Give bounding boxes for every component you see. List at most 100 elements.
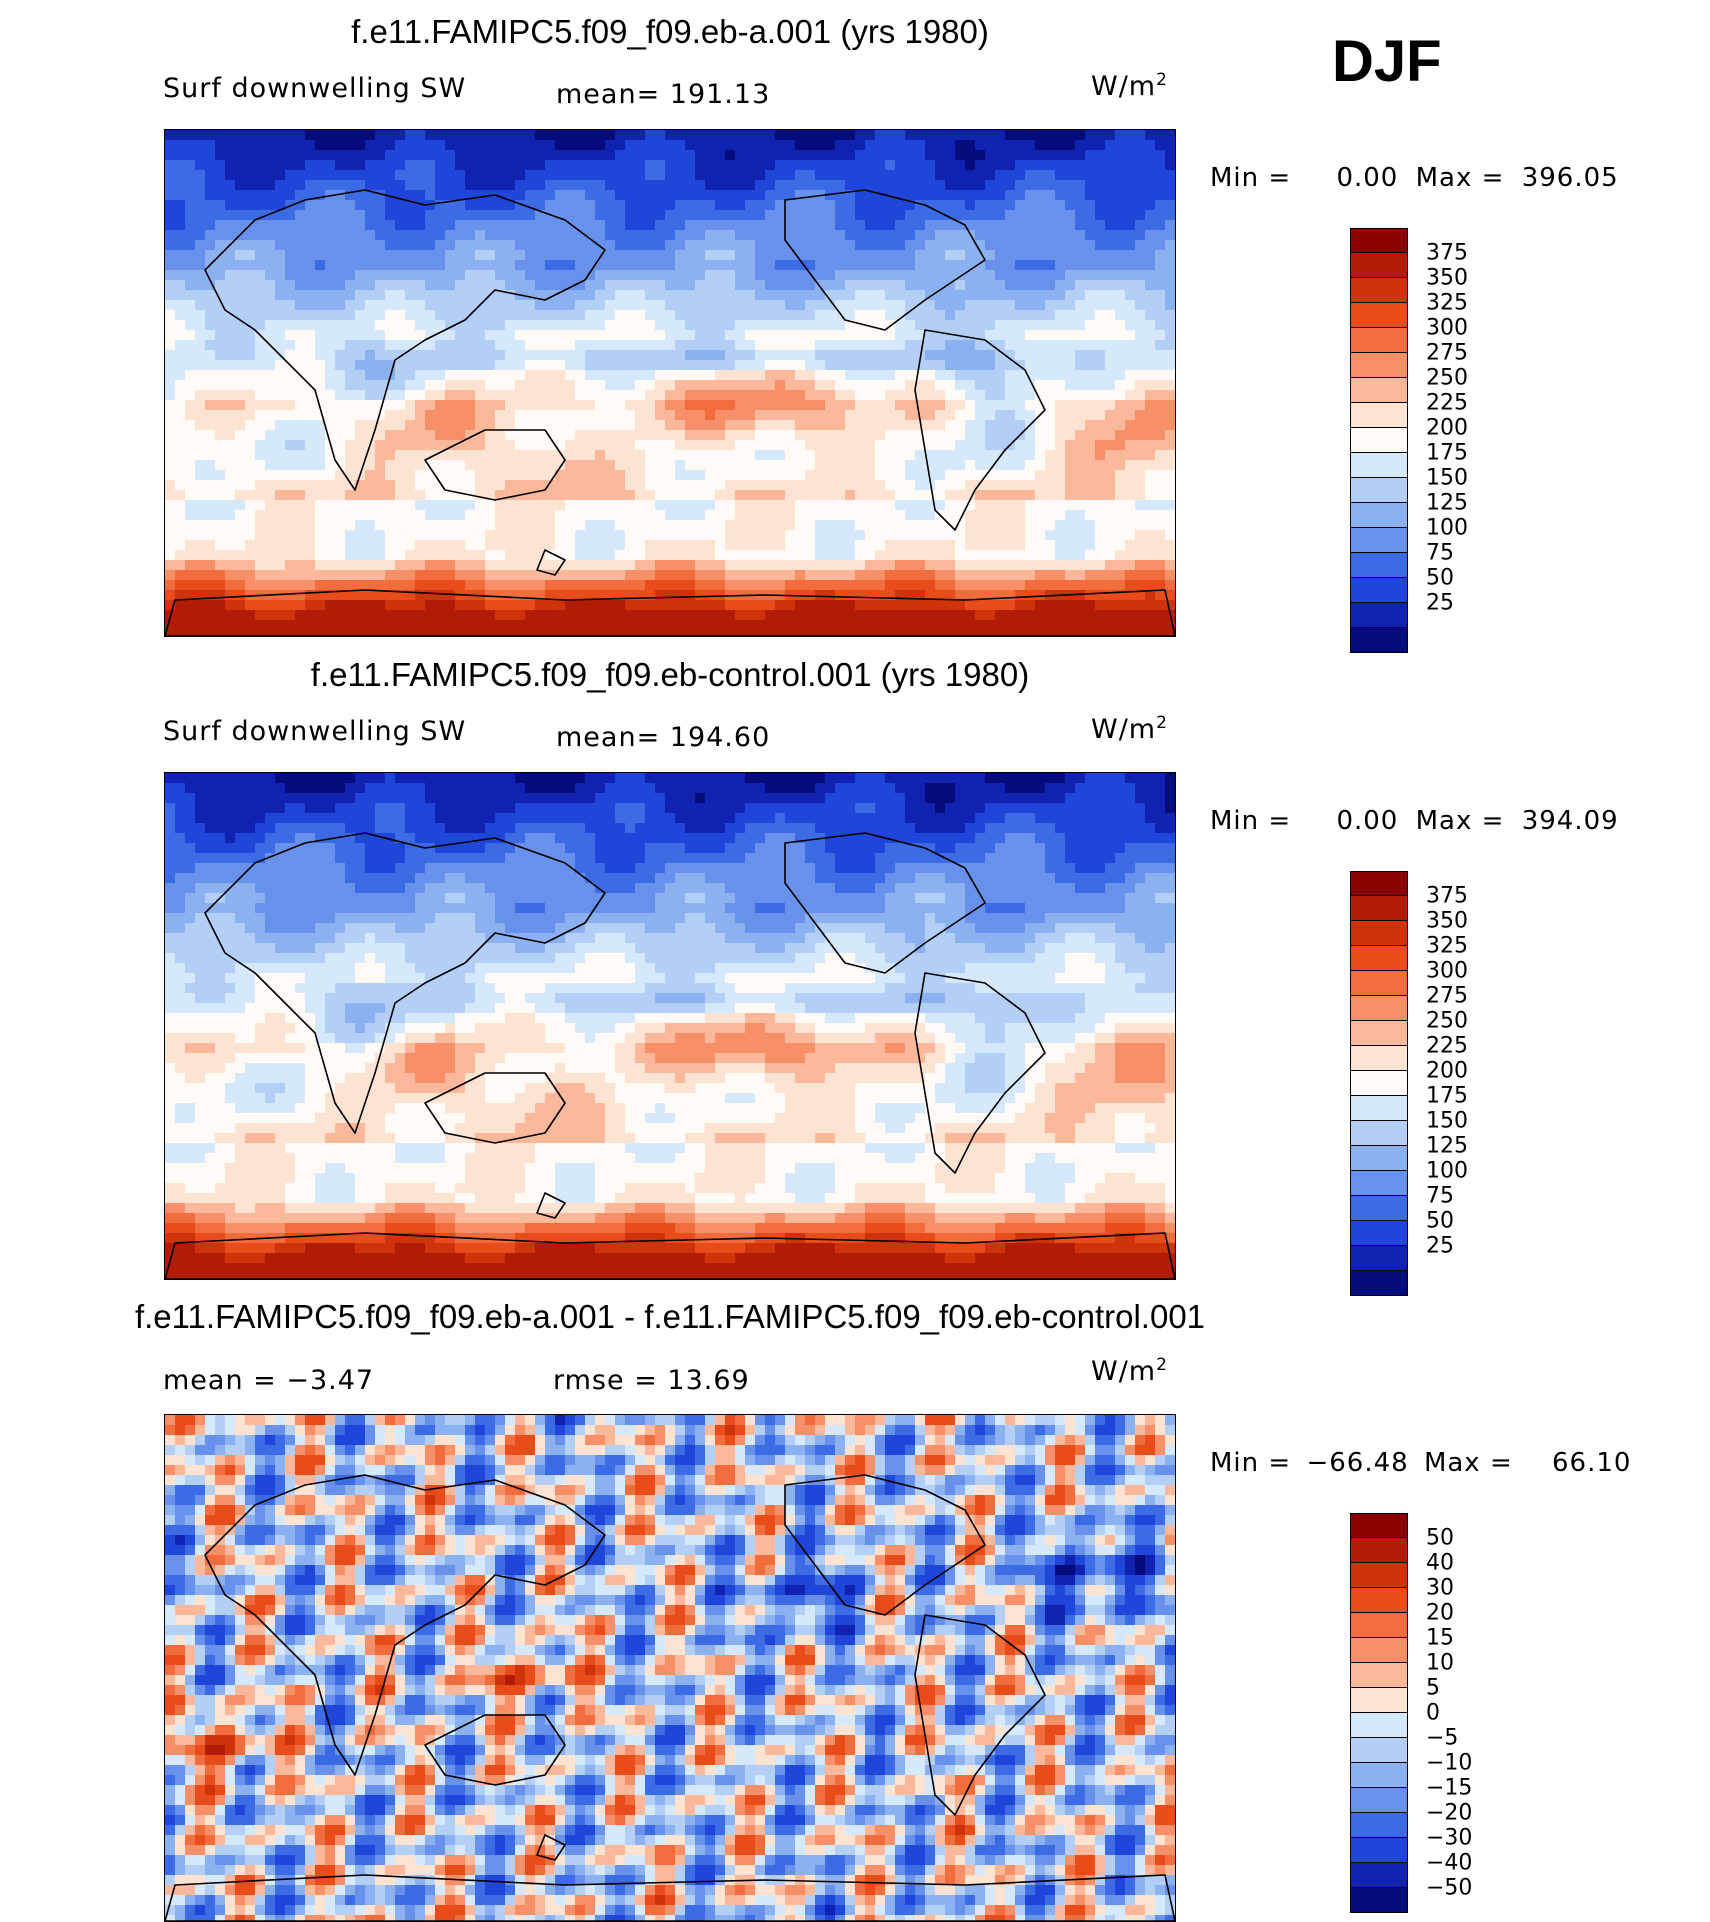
colorbar-tick-label: 350 — [1426, 908, 1468, 934]
colorbar-swatch — [1350, 353, 1408, 378]
colorbar-tick-label: −30 — [1426, 1825, 1473, 1851]
colorbar-swatch — [1350, 503, 1408, 528]
coastline — [536, 1834, 566, 1861]
colorbar-swatch — [1350, 1588, 1408, 1613]
colorbar-swatch — [1350, 1221, 1408, 1246]
panel-3-title: f.e11.FAMIPC5.f09_f09.eb-a.001 - f.e11.F… — [134, 1298, 1206, 1335]
colorbar-tick-label: 100 — [1426, 515, 1468, 541]
colorbar-swatch — [1350, 1271, 1408, 1296]
coastline — [165, 1232, 1175, 1279]
coastline — [204, 1474, 606, 1776]
season-label: DJF — [1332, 29, 1442, 94]
panel-1-unit-label: W/m2 — [1091, 70, 1168, 102]
colorbar-tick-label: 0 — [1426, 1700, 1440, 1726]
panel-2-min-max: Min = 0.00 Max = 394.09 — [1210, 806, 1619, 836]
colorbar-swatch — [1350, 1638, 1408, 1663]
coastline — [536, 549, 566, 576]
panel-3-min-max: Min = −66.48 Max = 66.10 — [1210, 1448, 1631, 1478]
colorbar-swatch — [1350, 1196, 1408, 1221]
colorbar-swatch — [1350, 1071, 1408, 1096]
colorbar-tick-label: 200 — [1426, 1058, 1468, 1084]
colorbar-tick-label: 10 — [1426, 1650, 1454, 1676]
colorbar-tick-label: −50 — [1426, 1875, 1473, 1901]
colorbar-tick-label: 275 — [1426, 983, 1468, 1009]
colorbar-tick-label: −10 — [1426, 1750, 1473, 1776]
colorbar-swatch — [1350, 1121, 1408, 1146]
colorbar-tick-label: 150 — [1426, 1108, 1468, 1134]
panel-2-mean-label: mean= 194.60 — [556, 722, 771, 753]
colorbar-tick-label: 15 — [1426, 1625, 1454, 1651]
colorbar-tick-label: 50 — [1426, 1525, 1454, 1551]
colorbar-swatch — [1350, 553, 1408, 578]
panel-2-max-label: Max = — [1415, 806, 1505, 836]
panel-2-map — [164, 772, 1176, 1280]
colorbar-tick-label: 5 — [1426, 1675, 1440, 1701]
colorbar-swatch — [1350, 1813, 1408, 1838]
colorbar-swatch — [1350, 1046, 1408, 1071]
colorbar-tick-label: 25 — [1426, 590, 1454, 616]
colorbar-tick-label: 125 — [1426, 1133, 1468, 1159]
colorbar-swatch — [1350, 996, 1408, 1021]
coastline — [424, 1072, 566, 1144]
panel-1-colorbar: 375 350 325 300 275 250 225 200 175 150 125 100 75 50… — [1350, 228, 1468, 653]
panel-1-min-max: Min = 0.00 Max = 396.05 — [1210, 163, 1619, 193]
colorbar-swatch — [1350, 528, 1408, 553]
colorbar-swatch — [1350, 328, 1408, 353]
panel-2-max-value: 394.09 — [1521, 806, 1619, 836]
colorbar-swatch — [1350, 946, 1408, 971]
panel-2-unit-label: W/m2 — [1091, 713, 1168, 745]
colorbar-swatch — [1350, 1863, 1408, 1888]
panel-3-map — [164, 1414, 1176, 1922]
colorbar-swatch — [1350, 1246, 1408, 1271]
panel-3-min-label: Min = — [1210, 1448, 1292, 1478]
colorbar-tick-label: 125 — [1426, 490, 1468, 516]
panel-3-mean-label: mean = −3.47 — [163, 1365, 375, 1396]
colorbar-tick-label: 300 — [1426, 958, 1468, 984]
colorbar-swatch — [1350, 896, 1408, 921]
coastline — [424, 429, 566, 501]
colorbar-tick-label: 325 — [1426, 933, 1468, 959]
colorbar-tick-label: 200 — [1426, 415, 1468, 441]
coastline — [204, 189, 606, 491]
panel-3-max-value: 66.10 — [1552, 1448, 1632, 1478]
colorbar-tick-label: 250 — [1426, 1008, 1468, 1034]
coastline — [536, 1192, 566, 1219]
colorbar-swatch — [1350, 228, 1408, 253]
colorbar-swatch — [1350, 1713, 1408, 1738]
colorbar-tick-label: −40 — [1426, 1850, 1473, 1876]
colorbar-swatch — [1350, 603, 1408, 628]
colorbar-swatch — [1350, 1788, 1408, 1813]
colorbar-swatch — [1350, 971, 1408, 996]
coastline — [914, 329, 1046, 531]
colorbar-tick-label: 375 — [1426, 240, 1468, 266]
colorbar-swatch — [1350, 1538, 1408, 1563]
colorbar-tick-label: 100 — [1426, 1158, 1468, 1184]
panel-1-min-label: Min = — [1210, 163, 1292, 193]
colorbar-tick-label: 175 — [1426, 440, 1468, 466]
colorbar-tick-label: 150 — [1426, 465, 1468, 491]
colorbar-tick-label: 30 — [1426, 1575, 1454, 1601]
colorbar-tick-label: 75 — [1426, 1183, 1454, 1209]
colorbar-swatch — [1350, 921, 1408, 946]
colorbar-tick-label: −20 — [1426, 1800, 1473, 1826]
colorbar-swatch — [1350, 453, 1408, 478]
colorbar-swatch — [1350, 1563, 1408, 1588]
colorbar-tick-label: 40 — [1426, 1550, 1454, 1576]
colorbar-swatch — [1350, 1513, 1408, 1538]
coastline — [784, 832, 986, 974]
panel-2-min-value: 0.00 — [1336, 806, 1399, 836]
colorbar-swatch — [1350, 278, 1408, 303]
colorbar-swatch — [1350, 628, 1408, 653]
colorbar-swatch — [1350, 578, 1408, 603]
colorbar-tick-label: 350 — [1426, 265, 1468, 291]
colorbar-swatch — [1350, 1096, 1408, 1121]
colorbar-swatch — [1350, 478, 1408, 503]
panel-2-variable-label: Surf downwelling SW — [163, 716, 467, 747]
colorbar-tick-label: 50 — [1426, 1208, 1454, 1234]
coastline — [914, 1614, 1046, 1816]
colorbar-tick-label: 275 — [1426, 340, 1468, 366]
coastline — [914, 972, 1046, 1174]
colorbar-swatch — [1350, 871, 1408, 896]
colorbar-tick-label: 225 — [1426, 1033, 1468, 1059]
panel-3-max-label: Max = — [1423, 1448, 1513, 1478]
